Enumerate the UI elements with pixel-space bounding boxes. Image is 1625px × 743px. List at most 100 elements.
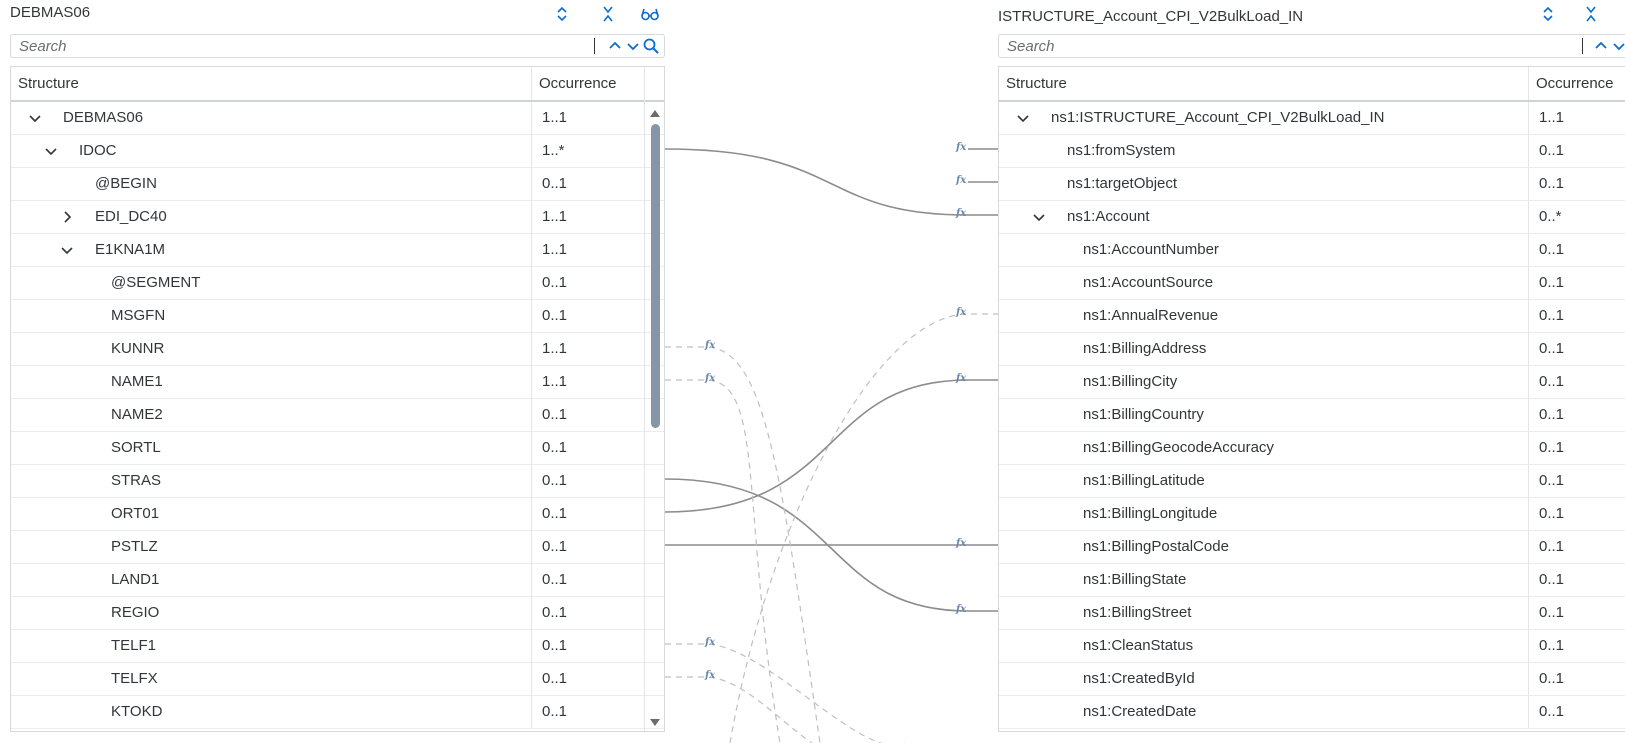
target-search-field[interactable] [998, 34, 1625, 58]
tree-row[interactable]: KTOKD 0..1 [11, 696, 664, 729]
tree-row[interactable]: IDOC 1..* [11, 135, 664, 168]
collapse-all-icon[interactable] [598, 4, 618, 24]
occurrence-cell: 0..1 [1528, 300, 1625, 332]
tree-row[interactable]: ns1:ISTRUCTURE_Account_CPI_V2BulkLoad_IN… [999, 102, 1625, 135]
node-label: EDI_DC40 [95, 208, 167, 225]
column-header-structure[interactable]: Structure [1006, 75, 1067, 92]
node-label: TELF1 [111, 637, 157, 654]
tree-row[interactable]: ns1:fromSystem 0..1 [999, 135, 1625, 168]
scroll-up-arrow-icon[interactable] [649, 105, 661, 117]
tree-row[interactable]: ns1:Account 0..* [999, 201, 1625, 234]
collapse-all-icon[interactable] [1581, 4, 1601, 24]
structure-cell: LAND1 [11, 564, 531, 596]
chevron-down-icon[interactable] [43, 143, 59, 159]
column-header-occurrence[interactable]: Occurrence [531, 67, 644, 100]
function-icon[interactable]: fx [956, 142, 967, 153]
structure-cell: STRAS [11, 465, 531, 497]
expand-all-icon[interactable] [1538, 4, 1558, 24]
unmapped-connector-line[interactable] [665, 643, 905, 743]
occurrence-cell: 0..1 [1528, 498, 1625, 530]
function-icon[interactable]: fx [705, 637, 716, 648]
tree-row[interactable]: LAND1 0..1 [11, 564, 664, 597]
tree-row[interactable]: PSTLZ 0..1 [11, 531, 664, 564]
tree-row[interactable]: ns1:targetObject 0..1 [999, 168, 1625, 201]
chevron-down-icon[interactable] [1015, 110, 1031, 126]
tree-row[interactable]: ns1:BillingState 0..1 [999, 564, 1625, 597]
tree-row[interactable]: @BEGIN 0..1 [11, 168, 664, 201]
tree-row[interactable]: ns1:CleanStatus 0..1 [999, 630, 1625, 663]
tree-row[interactable]: DEBMAS06 1..1 [11, 102, 664, 135]
tree-row[interactable]: ns1:AccountNumber 0..1 [999, 234, 1625, 267]
tree-row[interactable]: @SEGMENT 0..1 [11, 267, 664, 300]
search-next-icon[interactable] [624, 37, 642, 55]
node-label: ns1:BillingGeocodeAccuracy [1083, 439, 1274, 456]
scrollbar-thumb[interactable] [651, 124, 660, 428]
tree-row[interactable]: ORT01 0..1 [11, 498, 664, 531]
source-search-input[interactable] [19, 37, 539, 55]
tree-row[interactable]: ns1:BillingLatitude 0..1 [999, 465, 1625, 498]
node-label: ns1:BillingCity [1083, 373, 1178, 390]
tree-row[interactable]: ns1:CreatedById 0..1 [999, 663, 1625, 696]
tree-row[interactable]: ns1:BillingLongitude 0..1 [999, 498, 1625, 531]
search-separator [1582, 38, 1583, 54]
function-icon[interactable]: fx [956, 604, 967, 615]
structure-cell: DEBMAS06 [11, 102, 531, 134]
show-mapped-glasses-icon[interactable] [640, 4, 660, 24]
tree-row[interactable]: E1KNA1M 1..1 [11, 234, 664, 267]
tree-row[interactable]: EDI_DC40 1..1 [11, 201, 664, 234]
function-icon[interactable]: fx [956, 538, 967, 549]
chevron-down-icon[interactable] [27, 110, 43, 126]
tree-row[interactable]: ns1:CreatedDate 0..1 [999, 696, 1625, 729]
tree-row[interactable]: ns1:BillingCountry 0..1 [999, 399, 1625, 432]
tree-row[interactable]: ns1:AccountSource 0..1 [999, 267, 1625, 300]
tree-row[interactable]: ns1:BillingGeocodeAccuracy 0..1 [999, 432, 1625, 465]
node-label: ns1:BillingCountry [1083, 406, 1204, 423]
source-search-field[interactable] [10, 34, 665, 58]
search-previous-icon[interactable] [1592, 37, 1610, 55]
search-previous-icon[interactable] [606, 37, 624, 55]
function-icon[interactable]: fx [705, 670, 716, 681]
search-icon[interactable] [642, 37, 660, 55]
node-label: NAME1 [111, 373, 163, 390]
function-icon[interactable]: fx [956, 175, 967, 186]
chevron-right-icon[interactable] [59, 209, 75, 225]
occurrence-cell: 0..1 [1528, 333, 1625, 365]
unmapped-connector-line[interactable] [665, 346, 821, 743]
tree-row[interactable]: MSGFN 0..1 [11, 300, 664, 333]
mapping-connector-line[interactable] [664, 478, 998, 612]
tree-row[interactable]: REGIO 0..1 [11, 597, 664, 630]
unmapped-connector-line[interactable] [665, 676, 870, 743]
tree-row[interactable]: TELF1 0..1 [11, 630, 664, 663]
tree-row[interactable]: KUNNR 1..1 [11, 333, 664, 366]
tree-row[interactable]: NAME1 1..1 [11, 366, 664, 399]
chevron-down-icon[interactable] [59, 242, 75, 258]
target-search-input[interactable] [1007, 37, 1507, 55]
search-next-icon[interactable] [1610, 37, 1625, 55]
column-header-structure[interactable]: Structure [18, 75, 79, 92]
mapping-connector-line[interactable] [664, 379, 998, 513]
expand-all-icon[interactable] [552, 4, 572, 24]
tree-row[interactable]: ns1:BillingAddress 0..1 [999, 333, 1625, 366]
scroll-down-arrow-icon[interactable] [649, 715, 661, 726]
tree-row[interactable]: ns1:AnnualRevenue 0..1 [999, 300, 1625, 333]
vertical-scrollbar[interactable] [647, 101, 663, 731]
occurrence-cell: 0..1 [1528, 465, 1625, 497]
function-icon[interactable]: fx [705, 340, 716, 351]
function-icon[interactable]: fx [956, 307, 967, 318]
tree-row[interactable]: TELFX 0..1 [11, 663, 664, 696]
tree-row[interactable]: STRAS 0..1 [11, 465, 664, 498]
column-header-occurrence[interactable]: Occurrence [1528, 67, 1625, 100]
tree-row[interactable]: ns1:BillingCity 0..1 [999, 366, 1625, 399]
tree-row[interactable]: ns1:BillingPostalCode 0..1 [999, 531, 1625, 564]
function-icon[interactable]: fx [956, 208, 967, 219]
structure-cell: TELF1 [11, 630, 531, 662]
node-label: REGIO [111, 604, 160, 621]
chevron-down-icon[interactable] [1031, 209, 1047, 225]
tree-row[interactable]: SORTL 0..1 [11, 432, 664, 465]
function-icon[interactable]: fx [956, 373, 967, 384]
function-icon[interactable]: fx [705, 373, 716, 384]
tree-row[interactable]: ns1:BillingStreet 0..1 [999, 597, 1625, 630]
mapping-connector-line[interactable] [664, 148, 998, 216]
tree-row[interactable]: NAME2 0..1 [11, 399, 664, 432]
unmapped-connector-line[interactable] [665, 379, 781, 743]
